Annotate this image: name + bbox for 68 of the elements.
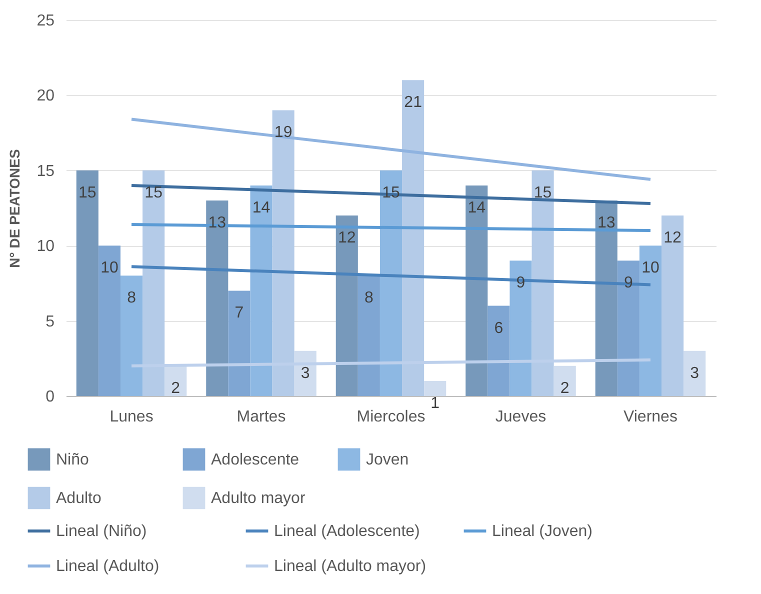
data-label: 13: [208, 214, 226, 232]
data-label: 15: [534, 184, 552, 202]
bar: [358, 276, 380, 396]
data-label: 2: [171, 380, 180, 397]
data-label: 10: [100, 260, 118, 277]
data-label: 6: [494, 320, 504, 337]
data-label: 14: [252, 199, 270, 216]
bar: [228, 290, 250, 396]
bar: [98, 246, 120, 396]
bar: [164, 366, 187, 396]
bar: [510, 260, 532, 396]
x-tick-label: Miercoles: [356, 408, 426, 426]
data-label: 19: [274, 124, 292, 142]
data-label: 1: [430, 394, 440, 412]
bar: [120, 276, 143, 396]
legend-label: Lineal (Adulto mayor): [274, 558, 426, 575]
data-label: 8: [127, 290, 136, 307]
legend-label: Joven: [366, 451, 409, 468]
x-tick-label: Jueves: [495, 408, 546, 426]
legend-label: Lineal (Adulto): [56, 558, 160, 575]
data-label: 3: [300, 364, 310, 382]
y-tick-label: 0: [46, 388, 55, 406]
y-axis-title: N° DE PEATONES: [6, 149, 23, 268]
y-tick-label: 20: [36, 88, 55, 105]
y-tick-label: 15: [36, 162, 55, 180]
legend-label: Adulto: [56, 490, 102, 507]
bar: [639, 246, 662, 396]
data-label: 14: [468, 199, 486, 216]
y-tick-label: 25: [36, 12, 55, 30]
legend-label: Niño: [56, 451, 90, 468]
data-label: 9: [624, 274, 633, 292]
x-tick-label: Martes: [236, 408, 286, 426]
bar: [380, 170, 402, 396]
bar: [617, 260, 640, 396]
data-label: 21: [404, 94, 422, 112]
y-tick-label: 10: [36, 238, 55, 256]
bar: [595, 200, 618, 396]
bar: [76, 170, 98, 396]
data-label: 8: [364, 290, 374, 307]
x-tick-label: Lunes: [110, 408, 154, 426]
data-label: 13: [597, 214, 616, 232]
legend-label: Lineal (Niño): [56, 523, 147, 540]
bar: [424, 380, 446, 396]
legend-label: Lineal (Adolescente): [274, 523, 420, 540]
data-label: 12: [664, 230, 682, 247]
data-label: 3: [690, 364, 700, 382]
x-tick-label: Viernes: [623, 408, 678, 426]
bar: [336, 216, 358, 396]
line-series: [130, 118, 652, 181]
legend-label: Lineal (Joven): [492, 523, 592, 540]
bar: [206, 200, 228, 396]
bar: [250, 185, 272, 396]
data-label: 10: [642, 260, 660, 277]
data-label: 15: [382, 184, 400, 202]
bar: [662, 216, 684, 396]
y-tick-label: 5: [46, 313, 55, 330]
data-label: 9: [516, 274, 526, 292]
legend-label: Adolescente: [211, 451, 300, 468]
data-label: 12: [338, 230, 356, 247]
data-label: 2: [560, 380, 570, 397]
data-label: 7: [234, 304, 244, 322]
data-label: 15: [144, 184, 163, 202]
bar: [488, 306, 510, 396]
data-label: 15: [78, 184, 96, 202]
bar: [466, 185, 488, 396]
bar: [554, 366, 576, 396]
legend-label: Adulto mayor: [211, 490, 306, 507]
bar: [684, 350, 706, 396]
